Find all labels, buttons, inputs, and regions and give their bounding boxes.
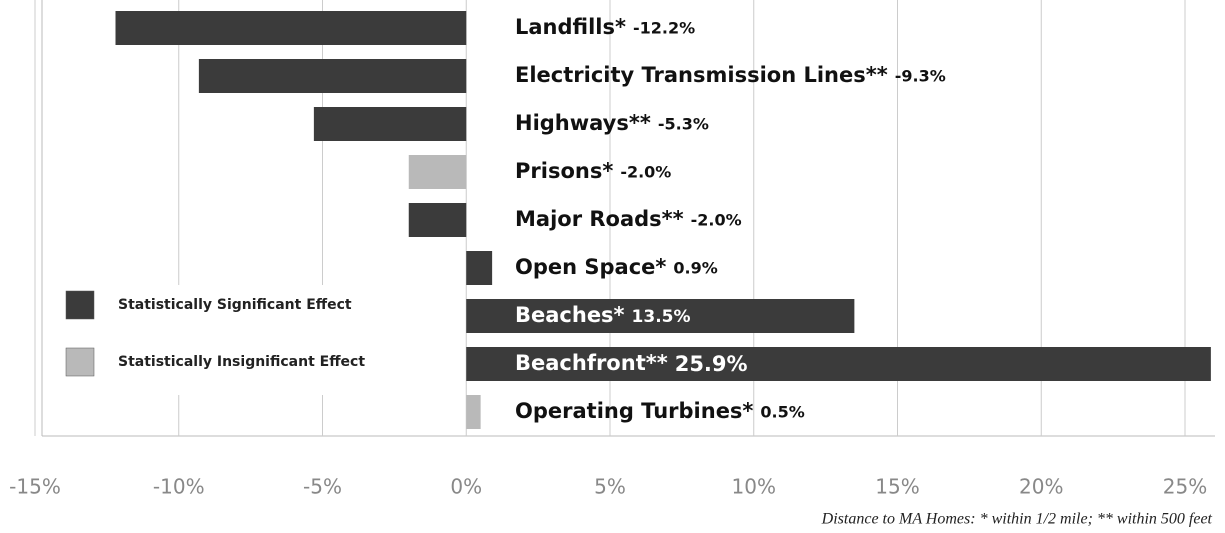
category-label: Highways** <box>515 111 651 135</box>
category-label: Beachfront** <box>515 351 668 375</box>
footnote: Distance to MA Homes: * within 1/2 mile;… <box>821 511 1213 528</box>
legend-swatch <box>65 347 95 377</box>
value-label: -12.2% <box>633 19 695 38</box>
bar <box>466 347 1211 381</box>
value-label: -2.0% <box>691 211 742 230</box>
value-label: 25.9% <box>675 352 748 376</box>
x-tick-label: 0% <box>450 475 482 499</box>
category-label: Open Space* <box>515 255 666 279</box>
value-label: 0.9% <box>673 259 717 278</box>
x-tick-label: 10% <box>732 475 776 499</box>
legend-label: Statistically Significant Effect <box>118 297 352 313</box>
value-label: -9.3% <box>895 67 946 86</box>
bar <box>408 155 467 189</box>
bar <box>198 59 467 93</box>
value-label: -5.3% <box>658 115 709 134</box>
bar <box>115 11 467 45</box>
bar <box>466 299 855 333</box>
x-tick-label: 15% <box>875 475 919 499</box>
category-label: Prisons* <box>515 159 613 183</box>
x-tick-label: -10% <box>153 475 205 499</box>
category-label: Beaches* <box>515 303 625 327</box>
value-label: -2.0% <box>620 163 671 182</box>
value-label: 13.5% <box>632 307 691 327</box>
bar <box>408 203 467 237</box>
x-tick-label: 20% <box>1019 475 1063 499</box>
legend-label: Statistically Insignificant Effect <box>118 354 365 370</box>
x-tick-label: 5% <box>594 475 626 499</box>
category-label: Landfills* <box>515 15 626 39</box>
bar <box>466 251 493 285</box>
category-label: Operating Turbines* <box>515 399 753 423</box>
category-label: Major Roads** <box>515 207 684 231</box>
x-tick-label: -15% <box>9 475 61 499</box>
value-label: 0.5% <box>760 403 804 422</box>
x-tick-label: -5% <box>303 475 342 499</box>
category-label: Electricity Transmission Lines** <box>515 63 888 87</box>
bar <box>313 107 467 141</box>
x-tick-label: 25% <box>1163 475 1207 499</box>
legend-background <box>55 285 450 395</box>
legend-swatch <box>65 290 95 320</box>
bar <box>466 395 481 429</box>
